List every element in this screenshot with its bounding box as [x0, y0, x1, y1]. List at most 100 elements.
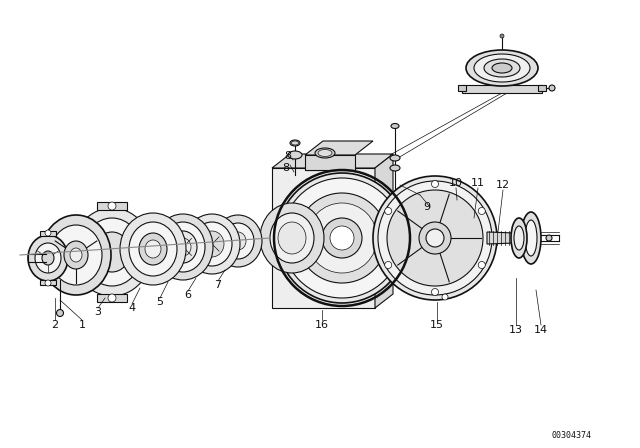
Text: 00304374: 00304374: [552, 431, 592, 439]
Ellipse shape: [514, 226, 524, 250]
Ellipse shape: [417, 198, 497, 278]
Ellipse shape: [391, 124, 399, 129]
Polygon shape: [375, 154, 393, 308]
Ellipse shape: [28, 235, 68, 281]
Ellipse shape: [270, 213, 314, 263]
Ellipse shape: [459, 224, 487, 252]
Ellipse shape: [466, 50, 538, 86]
Ellipse shape: [139, 233, 167, 265]
Ellipse shape: [419, 222, 451, 254]
Ellipse shape: [448, 229, 466, 247]
Text: 9: 9: [424, 202, 431, 212]
Text: 3: 3: [95, 307, 102, 317]
Polygon shape: [305, 155, 355, 170]
Ellipse shape: [387, 190, 483, 286]
Ellipse shape: [161, 222, 205, 272]
Ellipse shape: [330, 226, 354, 250]
Ellipse shape: [307, 203, 377, 273]
Ellipse shape: [441, 222, 473, 254]
Text: 10: 10: [449, 178, 463, 188]
Ellipse shape: [94, 232, 130, 272]
Ellipse shape: [282, 178, 402, 298]
Polygon shape: [305, 141, 373, 155]
Ellipse shape: [41, 215, 111, 295]
Ellipse shape: [511, 218, 527, 258]
Polygon shape: [40, 231, 56, 236]
Ellipse shape: [427, 208, 487, 268]
Ellipse shape: [291, 141, 298, 145]
Ellipse shape: [390, 165, 400, 171]
Ellipse shape: [200, 231, 224, 257]
Ellipse shape: [277, 173, 407, 303]
Polygon shape: [462, 85, 542, 93]
Ellipse shape: [378, 181, 492, 295]
Ellipse shape: [230, 232, 246, 250]
Polygon shape: [40, 280, 56, 285]
Ellipse shape: [175, 238, 191, 256]
Ellipse shape: [451, 216, 495, 260]
Polygon shape: [458, 85, 466, 91]
Ellipse shape: [35, 243, 61, 273]
Ellipse shape: [525, 220, 537, 256]
Circle shape: [549, 85, 555, 91]
Text: 1: 1: [79, 320, 86, 330]
Text: 5: 5: [157, 297, 163, 307]
Text: 6: 6: [184, 290, 191, 300]
Text: 14: 14: [534, 325, 548, 335]
Circle shape: [385, 207, 392, 215]
Text: 12: 12: [496, 180, 510, 190]
Ellipse shape: [222, 223, 254, 259]
Polygon shape: [487, 232, 515, 244]
Ellipse shape: [82, 218, 142, 286]
Ellipse shape: [318, 150, 332, 156]
Ellipse shape: [153, 214, 213, 280]
Ellipse shape: [315, 148, 335, 158]
Circle shape: [385, 262, 392, 268]
Ellipse shape: [169, 231, 197, 263]
Text: 4: 4: [129, 303, 136, 313]
Ellipse shape: [145, 240, 161, 258]
Ellipse shape: [278, 222, 306, 254]
Circle shape: [546, 235, 552, 241]
Ellipse shape: [290, 140, 300, 146]
Circle shape: [431, 289, 438, 296]
Text: 13: 13: [509, 325, 523, 335]
Ellipse shape: [64, 241, 88, 269]
Text: 15: 15: [430, 320, 444, 330]
Text: 2: 2: [51, 320, 59, 330]
Text: 8: 8: [284, 151, 292, 161]
Circle shape: [45, 230, 51, 236]
Ellipse shape: [70, 248, 82, 262]
Ellipse shape: [72, 208, 152, 296]
Ellipse shape: [288, 151, 302, 159]
Text: 7: 7: [214, 280, 221, 290]
Polygon shape: [272, 154, 393, 168]
Circle shape: [478, 262, 485, 268]
Polygon shape: [538, 85, 546, 91]
Ellipse shape: [129, 222, 177, 276]
Bar: [305, 168, 355, 170]
Circle shape: [56, 310, 63, 316]
Ellipse shape: [192, 222, 232, 266]
Circle shape: [431, 181, 438, 188]
Circle shape: [478, 207, 485, 215]
Polygon shape: [272, 168, 375, 308]
Ellipse shape: [426, 229, 444, 247]
Text: 16: 16: [315, 320, 329, 330]
Ellipse shape: [297, 193, 387, 283]
Ellipse shape: [474, 54, 530, 82]
Polygon shape: [97, 294, 127, 302]
Ellipse shape: [120, 213, 186, 285]
Ellipse shape: [484, 59, 520, 77]
Circle shape: [500, 34, 504, 38]
Ellipse shape: [260, 203, 324, 273]
Ellipse shape: [390, 155, 400, 161]
Text: 8: 8: [282, 163, 289, 173]
Circle shape: [108, 202, 116, 210]
Ellipse shape: [214, 215, 262, 267]
Circle shape: [442, 294, 448, 300]
Ellipse shape: [492, 63, 512, 73]
Ellipse shape: [42, 251, 54, 265]
Ellipse shape: [521, 212, 541, 264]
Ellipse shape: [373, 176, 497, 300]
